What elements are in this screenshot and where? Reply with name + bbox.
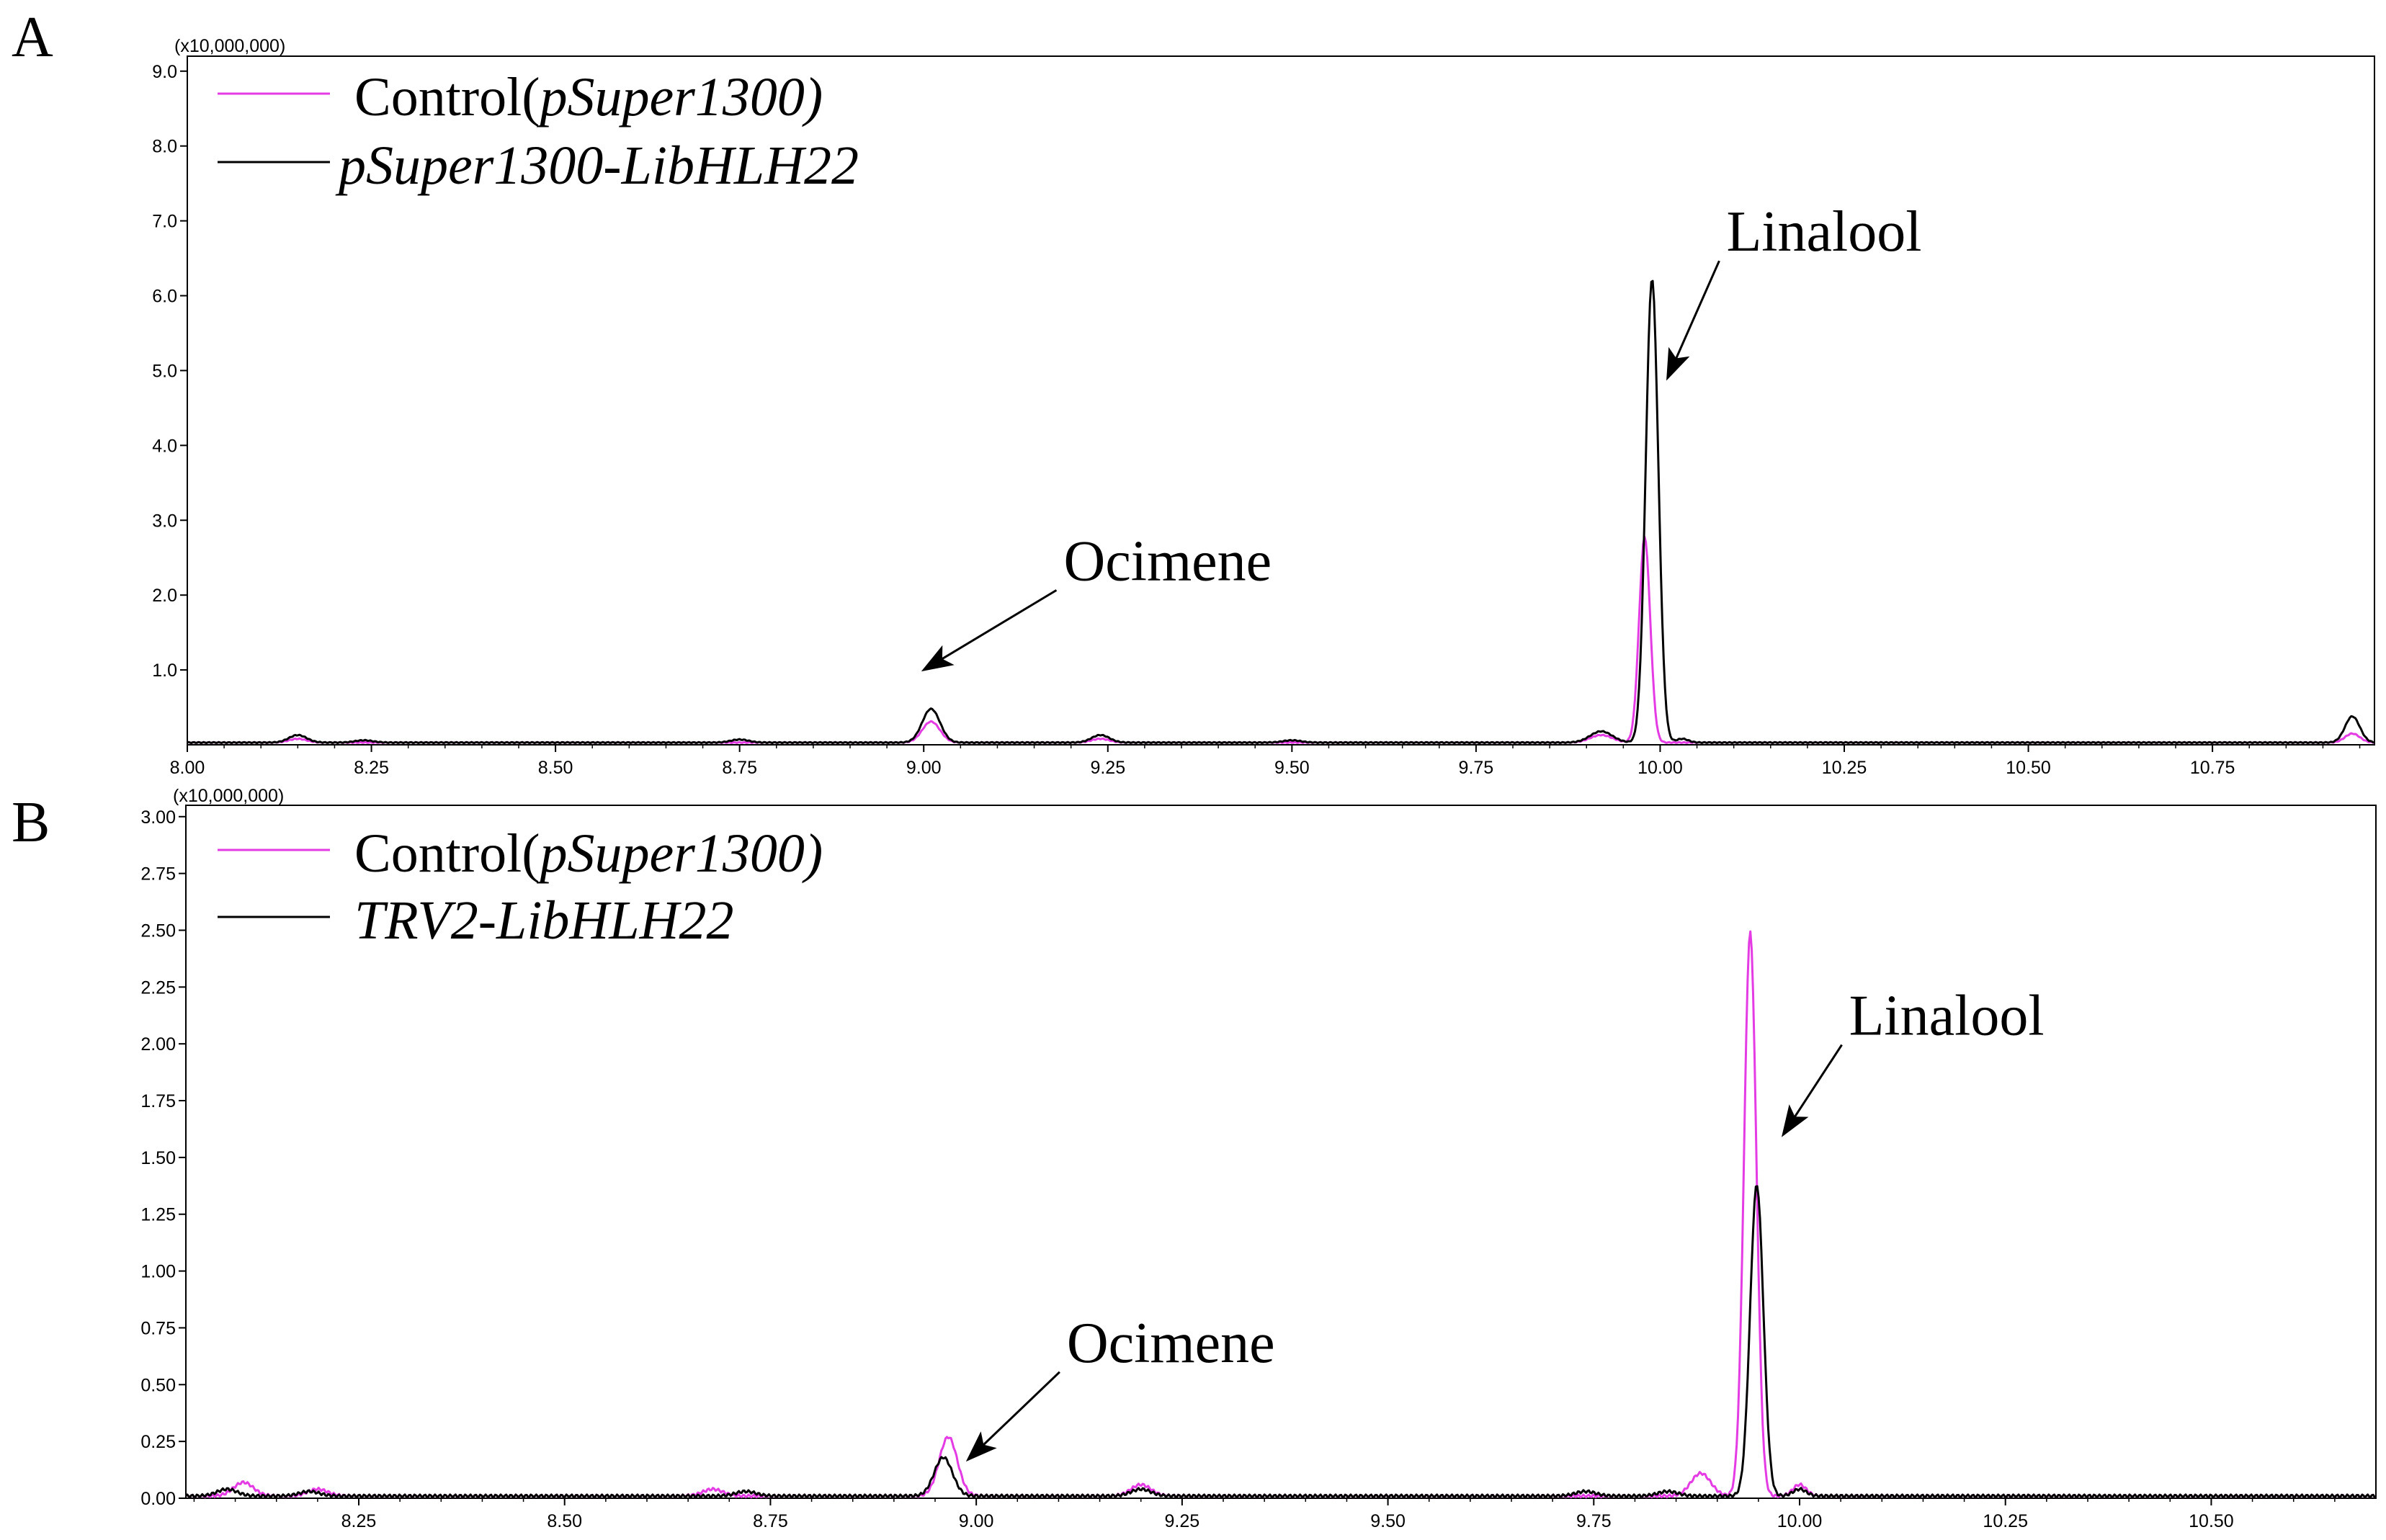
- x-tick-label: 9.00: [959, 1511, 994, 1531]
- y-scale-label: (x10,000,000): [173, 786, 284, 806]
- plot-frame: [187, 55, 2375, 746]
- chart-panel-B: B (x10,000,000) 0.00 0.25 0.50 0.75 1.00 1.25 1.…: [12, 786, 2377, 1531]
- annotation-ocimene: Ocimene: [1067, 1312, 1275, 1375]
- annotation-arrow: [1781, 1044, 1843, 1137]
- x-tick-label: 10.25: [1983, 1511, 2028, 1531]
- annotation-arrow: [965, 1371, 1060, 1462]
- y-tick-label: 7.0: [152, 212, 177, 232]
- panel-label: B: [12, 791, 50, 854]
- y-tick-label: 2.75: [140, 864, 176, 885]
- y-tick-label: 4.0: [152, 436, 177, 456]
- legend-entry-0: Control(pSuper1300): [354, 67, 823, 127]
- y-tick-label: 3.00: [140, 807, 176, 828]
- legend-entry-0: Control(pSuper1300): [354, 823, 823, 884]
- panel-label: A: [12, 6, 53, 69]
- annotation-arrow: [1666, 260, 1720, 381]
- y-tick-label: 2.0: [152, 586, 177, 606]
- y-tick-label: 2.25: [140, 977, 176, 998]
- y-tick-label: 1.50: [140, 1148, 176, 1168]
- x-tick-label: 9.00: [906, 758, 942, 778]
- x-tick-label: 8.75: [753, 1511, 788, 1531]
- series-line-treatment: [184, 1185, 2377, 1499]
- x-tick-label: 10.00: [1637, 758, 1683, 778]
- series-line-control: [184, 930, 2377, 1499]
- y-tick-label: 2.50: [140, 921, 176, 941]
- x-tick-label: 8.50: [547, 1511, 582, 1531]
- x-tick-label: 8.25: [341, 1511, 377, 1531]
- annotation-linalool: Linalool: [1726, 200, 1921, 264]
- x-tick-label: 8.00: [170, 758, 205, 778]
- x-tick-label: 9.50: [1274, 758, 1310, 778]
- legend-entry-1: TRV2-LibHLH22: [354, 890, 733, 951]
- legend-entry-1: pSuper1300-LibHLH22: [335, 135, 859, 196]
- y-tick-label: 6.0: [152, 287, 177, 307]
- x-tick-label: 9.75: [1459, 758, 1494, 778]
- y-tick-label: 0.50: [140, 1375, 176, 1395]
- x-tick-label: 10.25: [1822, 758, 1867, 778]
- x-tick-label: 8.25: [354, 758, 389, 778]
- y-tick-label: 9.0: [152, 62, 177, 82]
- x-tick-label: 10.75: [2190, 758, 2235, 778]
- x-tick-label: 8.75: [722, 758, 757, 778]
- annotation-arrow: [921, 589, 1058, 672]
- y-tick-label: 1.0: [152, 661, 177, 681]
- x-tick-label: 10.50: [2189, 1511, 2234, 1531]
- series-line-treatment: [187, 279, 2375, 744]
- y-tick-label: 8.0: [152, 137, 177, 157]
- y-tick-label: 0.00: [140, 1489, 176, 1509]
- series-line-control: [187, 535, 2374, 744]
- x-tick-label: 9.25: [1165, 1511, 1200, 1531]
- x-tick-label: 10.50: [2006, 758, 2051, 778]
- y-tick-label: 1.25: [140, 1205, 176, 1225]
- y-tick-label: 1.75: [140, 1091, 176, 1111]
- annotation-linalool: Linalool: [1849, 985, 2045, 1048]
- x-tick-label: 9.25: [1090, 758, 1125, 778]
- y-tick-label: 3.0: [152, 511, 177, 531]
- y-tick-label: 2.00: [140, 1034, 176, 1055]
- annotation-ocimene: Ocimene: [1063, 529, 1272, 593]
- y-tick-label: 0.25: [140, 1432, 176, 1452]
- x-tick-label: 8.50: [538, 758, 573, 778]
- y-tick-label: 5.0: [152, 361, 177, 381]
- x-tick-label: 10.00: [1777, 1511, 1823, 1531]
- y-tick-label: 0.75: [140, 1318, 176, 1338]
- plot-frame: [185, 805, 2377, 1499]
- y-tick-label: 1.00: [140, 1262, 176, 1282]
- x-tick-label: 9.75: [1576, 1511, 1612, 1531]
- chart-panel-A: A (x10,000,000) 1.0 2.0 3.0 4.0 5.0 6.0 7.0 8.0 9.…: [12, 6, 2375, 778]
- y-scale-label: (x10,000,000): [174, 36, 285, 56]
- x-tick-label: 9.50: [1370, 1511, 1406, 1531]
